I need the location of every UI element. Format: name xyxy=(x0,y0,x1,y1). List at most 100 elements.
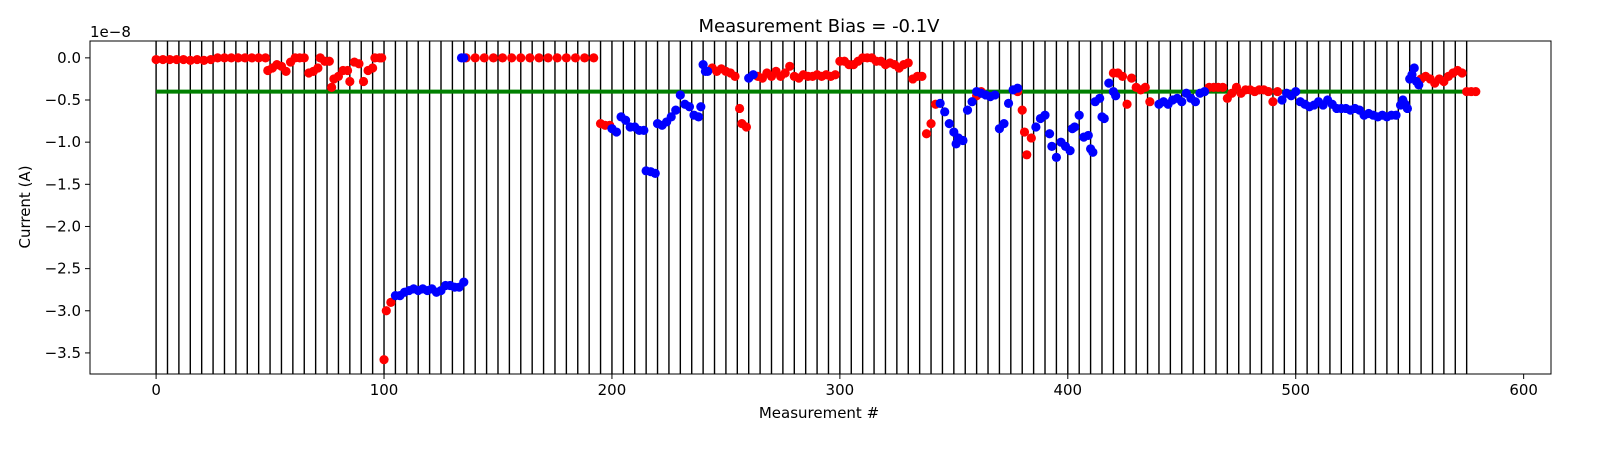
data-point-red xyxy=(240,53,250,63)
x-axis-label: Measurement # xyxy=(759,404,879,422)
data-point-blue xyxy=(650,168,660,178)
data-point-red xyxy=(313,63,323,73)
data-point-blue xyxy=(1013,83,1023,93)
data-point-red xyxy=(1017,105,1027,115)
y-offset-label: 1e−8 xyxy=(90,23,131,41)
points-group xyxy=(151,53,1481,365)
data-point-red xyxy=(730,71,740,82)
data-point-blue xyxy=(666,112,676,122)
data-point-blue xyxy=(696,102,706,112)
data-point-red xyxy=(1127,73,1137,83)
data-point-blue xyxy=(671,105,681,115)
data-point-red xyxy=(479,53,489,63)
data-point-red xyxy=(525,53,535,63)
data-point-red xyxy=(386,297,396,307)
data-point-blue xyxy=(675,90,685,100)
data-point-blue xyxy=(1414,80,1424,90)
y-axis: 0.0 −0.5 −1.0 −1.5 −2.0 −2.5 −3.0 −3.5 xyxy=(45,49,90,362)
data-point-blue xyxy=(684,102,695,112)
data-point-blue xyxy=(1044,129,1055,139)
data-point-blue xyxy=(1095,93,1105,103)
data-point-blue xyxy=(990,90,1000,100)
data-point-blue xyxy=(459,277,469,287)
y-tick-label: −3.5 xyxy=(45,344,81,362)
data-point-red xyxy=(1019,127,1030,137)
x-tick-label: 300 xyxy=(826,381,855,399)
data-point-blue xyxy=(1104,78,1114,88)
data-point-red xyxy=(379,355,389,365)
data-point-red xyxy=(158,54,168,65)
data-point-red xyxy=(470,53,480,63)
data-point-red xyxy=(903,58,913,68)
data-point-blue xyxy=(1003,98,1014,108)
data-point-red xyxy=(327,82,337,92)
data-point-red xyxy=(543,53,553,63)
data-point-blue xyxy=(935,98,945,108)
data-point-blue xyxy=(611,127,622,137)
plot-frame xyxy=(89,40,1552,375)
y-tick-label: −2.5 xyxy=(45,260,81,278)
data-point-blue xyxy=(703,66,713,76)
data-point-red xyxy=(281,66,291,76)
data-point-blue xyxy=(1391,110,1401,120)
data-point-red xyxy=(254,53,264,63)
y-tick-label: 0.0 xyxy=(57,49,81,67)
data-point-red xyxy=(260,53,271,63)
y-tick-label: −3.0 xyxy=(45,302,81,320)
data-point-blue xyxy=(639,125,649,135)
data-point-red xyxy=(354,59,364,69)
x-tick-label: 200 xyxy=(598,381,627,399)
data-point-red xyxy=(358,76,369,87)
data-point-blue xyxy=(999,119,1009,129)
data-point-red xyxy=(199,55,209,65)
data-point-red xyxy=(516,53,526,63)
data-point-blue xyxy=(459,53,469,63)
data-point-blue xyxy=(621,115,631,125)
data-point-red xyxy=(534,53,544,63)
data-point-red xyxy=(1145,97,1155,107)
data-point-red xyxy=(507,53,517,63)
data-point-blue xyxy=(1074,110,1084,120)
data-point-red xyxy=(1122,99,1132,109)
data-point-red xyxy=(1272,86,1283,97)
data-point-red xyxy=(368,63,378,73)
x-tick-label: 600 xyxy=(1509,381,1538,399)
data-point-blue xyxy=(1083,130,1093,141)
data-point-red xyxy=(165,54,175,65)
data-point-red xyxy=(926,119,936,129)
data-point-red xyxy=(497,53,508,63)
data-point-red xyxy=(570,53,581,63)
data-point-red xyxy=(1457,68,1467,78)
y-axis-label: Current (A) xyxy=(16,165,34,248)
data-point-red xyxy=(377,53,387,63)
data-point-blue xyxy=(1402,103,1413,114)
data-point-red xyxy=(589,53,599,63)
data-point-red xyxy=(1140,82,1150,92)
data-point-red xyxy=(381,306,391,316)
data-point-red xyxy=(734,103,745,114)
data-point-blue xyxy=(958,135,968,146)
data-point-red xyxy=(178,54,189,65)
data-point-blue xyxy=(1199,86,1210,97)
data-point-blue xyxy=(967,97,977,107)
data-point-blue xyxy=(693,112,704,122)
data-point-blue xyxy=(1409,63,1419,73)
data-point-red xyxy=(233,53,243,63)
data-point-blue xyxy=(1070,122,1080,132)
x-tick-label: 500 xyxy=(1281,381,1310,399)
data-point-blue xyxy=(1065,145,1075,156)
data-point-blue xyxy=(1277,95,1287,105)
data-point-red xyxy=(342,65,353,76)
y-tick-label: −1.0 xyxy=(45,133,81,151)
data-point-red xyxy=(185,55,195,65)
data-point-red xyxy=(1263,86,1273,97)
data-point-red xyxy=(192,54,202,65)
data-point-red xyxy=(1218,82,1228,92)
data-point-red xyxy=(579,53,590,63)
data-point-blue xyxy=(1099,113,1109,124)
x-tick-label: 0 xyxy=(151,381,161,399)
data-point-blue xyxy=(748,70,758,80)
data-point-red xyxy=(226,53,236,63)
x-tick-label: 100 xyxy=(370,381,399,399)
